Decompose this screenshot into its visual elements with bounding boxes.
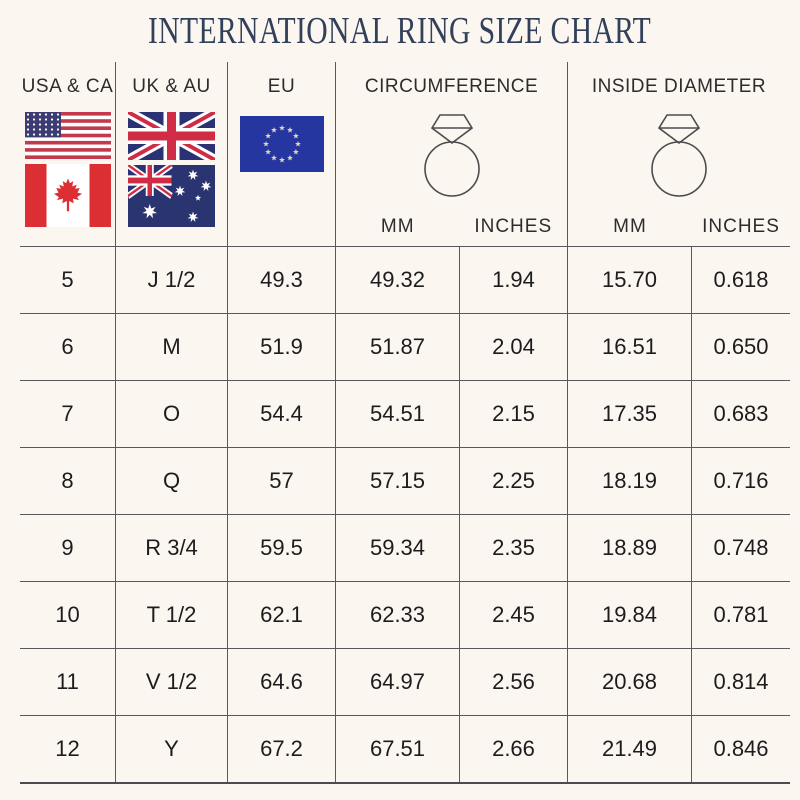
column-label-eu: EU: [267, 76, 296, 97]
cell-circumference-mm: 51.87: [336, 314, 460, 380]
cell-usa-ca: 10: [20, 582, 116, 648]
page-title-wrap: INTERNATIONAL RING SIZE CHART: [0, 0, 800, 62]
cell-diameter-mm: 21.49: [568, 716, 692, 782]
cell-eu: 57: [228, 448, 336, 514]
cell-uk-au: Y: [116, 716, 228, 782]
cell-diameter-inches: 0.781: [713, 602, 769, 627]
cell-diameter-inches: 0.846: [713, 736, 769, 761]
cell-eu: 59.5: [228, 515, 336, 581]
cell-uk-au: O: [116, 381, 228, 447]
circumference-subheaders: MM INCHES: [336, 216, 567, 238]
cell-diameter-inches: 0.618: [713, 267, 769, 292]
cell-circumference-inches: 2.25: [460, 448, 568, 514]
subheader-diameter-mm: MM: [613, 216, 647, 237]
column-label-circumference: CIRCUMFERENCE: [364, 76, 539, 97]
ring-icon: [651, 114, 707, 197]
table-row: 5 J 1/2 49.3 49.32 1.94 15.70 0.618: [20, 246, 790, 313]
table-row: 8 Q 57 57.15 2.25 18.19 0.716: [20, 447, 790, 514]
cell-diameter-inches: 0.650: [713, 334, 769, 359]
ring-icon: [423, 114, 480, 197]
cell-circumference-inches: 2.15: [460, 381, 568, 447]
cell-uk-au: T 1/2: [116, 582, 228, 648]
cell-diameter-mm: 15.70: [568, 247, 692, 313]
cell-uk-au: R 3/4: [116, 515, 228, 581]
australia-flag-icon: [128, 165, 215, 227]
usa-flag-icon: [24, 112, 111, 159]
cell-eu: 54.4: [228, 381, 336, 447]
cell-usa-ca: 7: [20, 381, 116, 447]
page-title: INTERNATIONAL RING SIZE CHART: [148, 10, 652, 52]
cell-circumference-inches: 1.94: [460, 247, 568, 313]
cell-usa-ca: 8: [20, 448, 116, 514]
column-group-usa-ca: USA & CA: [20, 62, 116, 246]
subheader-diameter-inches: INCHES: [702, 216, 780, 237]
cell-circumference-mm: 62.33: [336, 582, 460, 648]
cell-usa-ca: 5: [20, 247, 116, 313]
column-group-inside-diameter: INSIDE DIAMETER MM INCHES: [568, 62, 790, 246]
canada-flag-icon: [24, 164, 111, 227]
ring-size-chart: USA & CA: [20, 62, 790, 784]
cell-diameter-mm: 19.84: [568, 582, 692, 648]
table-row: 9 R 3/4 59.5 59.34 2.35 18.89 0.748: [20, 514, 790, 581]
cell-eu: 49.3: [228, 247, 336, 313]
table-header: USA & CA: [20, 62, 790, 246]
table-row: 10 T 1/2 62.1 62.33 2.45 19.84 0.781: [20, 581, 790, 648]
cell-circumference-inches: 2.45: [460, 582, 568, 648]
cell-uk-au: J 1/2: [116, 247, 228, 313]
cell-diameter-inches: 0.683: [713, 401, 769, 426]
cell-diameter-mm: 18.89: [568, 515, 692, 581]
column-label-inside-diameter: INSIDE DIAMETER: [591, 76, 767, 97]
flags-eu: [239, 116, 324, 172]
cell-circumference-mm: 54.51: [336, 381, 460, 447]
table-row: 11 V 1/2 64.6 64.97 2.56 20.68 0.814: [20, 648, 790, 715]
subheader-circumference-inches: INCHES: [474, 216, 553, 237]
cell-uk-au: Q: [116, 448, 228, 514]
cell-circumference-mm: 59.34: [336, 515, 460, 581]
column-group-circumference: CIRCUMFERENCE MM INCHES: [336, 62, 568, 246]
cell-usa-ca: 12: [20, 716, 116, 782]
flags-usa-ca: [24, 112, 111, 227]
cell-circumference-mm: 64.97: [336, 649, 460, 715]
cell-diameter-mm: 17.35: [568, 381, 692, 447]
eu-flag-icon: [239, 116, 324, 172]
cell-diameter-mm: 20.68: [568, 649, 692, 715]
cell-eu: 51.9: [228, 314, 336, 380]
cell-usa-ca: 6: [20, 314, 116, 380]
cell-uk-au: V 1/2: [116, 649, 228, 715]
diameter-subheaders: MM INCHES: [568, 216, 790, 238]
cell-circumference-inches: 2.66: [460, 716, 568, 782]
table-row: 6 M 51.9 51.87 2.04 16.51 0.650: [20, 313, 790, 380]
cell-diameter-mm: 18.19: [568, 448, 692, 514]
cell-eu: 62.1: [228, 582, 336, 648]
subheader-circumference-mm: MM: [380, 216, 415, 237]
cell-circumference-inches: 2.04: [460, 314, 568, 380]
cell-diameter-inches: 0.748: [713, 535, 769, 560]
cell-circumference-mm: 67.51: [336, 716, 460, 782]
cell-diameter-inches: 0.716: [713, 468, 769, 493]
cell-eu: 64.6: [228, 649, 336, 715]
cell-circumference-mm: 49.32: [336, 247, 460, 313]
cell-uk-au: M: [116, 314, 228, 380]
cell-diameter-mm: 16.51: [568, 314, 692, 380]
cell-usa-ca: 11: [20, 649, 116, 715]
cell-usa-ca: 9: [20, 515, 116, 581]
flags-uk-au: [128, 112, 215, 227]
cell-circumference-mm: 57.15: [336, 448, 460, 514]
cell-diameter-inches: 0.814: [713, 669, 769, 694]
column-group-eu: EU: [228, 62, 336, 246]
table-row: 12 Y 67.2 67.51 2.66 21.49 0.846: [20, 715, 790, 782]
table-row: 7 O 54.4 54.51 2.15 17.35 0.683: [20, 380, 790, 447]
column-label-uk-au: UK & AU: [132, 76, 211, 97]
column-label-usa-ca: USA & CA: [21, 76, 114, 97]
cell-eu: 67.2: [228, 716, 336, 782]
column-group-uk-au: UK & AU: [116, 62, 228, 246]
table-body: 5 J 1/2 49.3 49.32 1.94 15.70 0.618 6 M …: [20, 246, 790, 784]
cell-circumference-inches: 2.35: [460, 515, 568, 581]
cell-circumference-inches: 2.56: [460, 649, 568, 715]
uk-flag-icon: [128, 112, 215, 160]
